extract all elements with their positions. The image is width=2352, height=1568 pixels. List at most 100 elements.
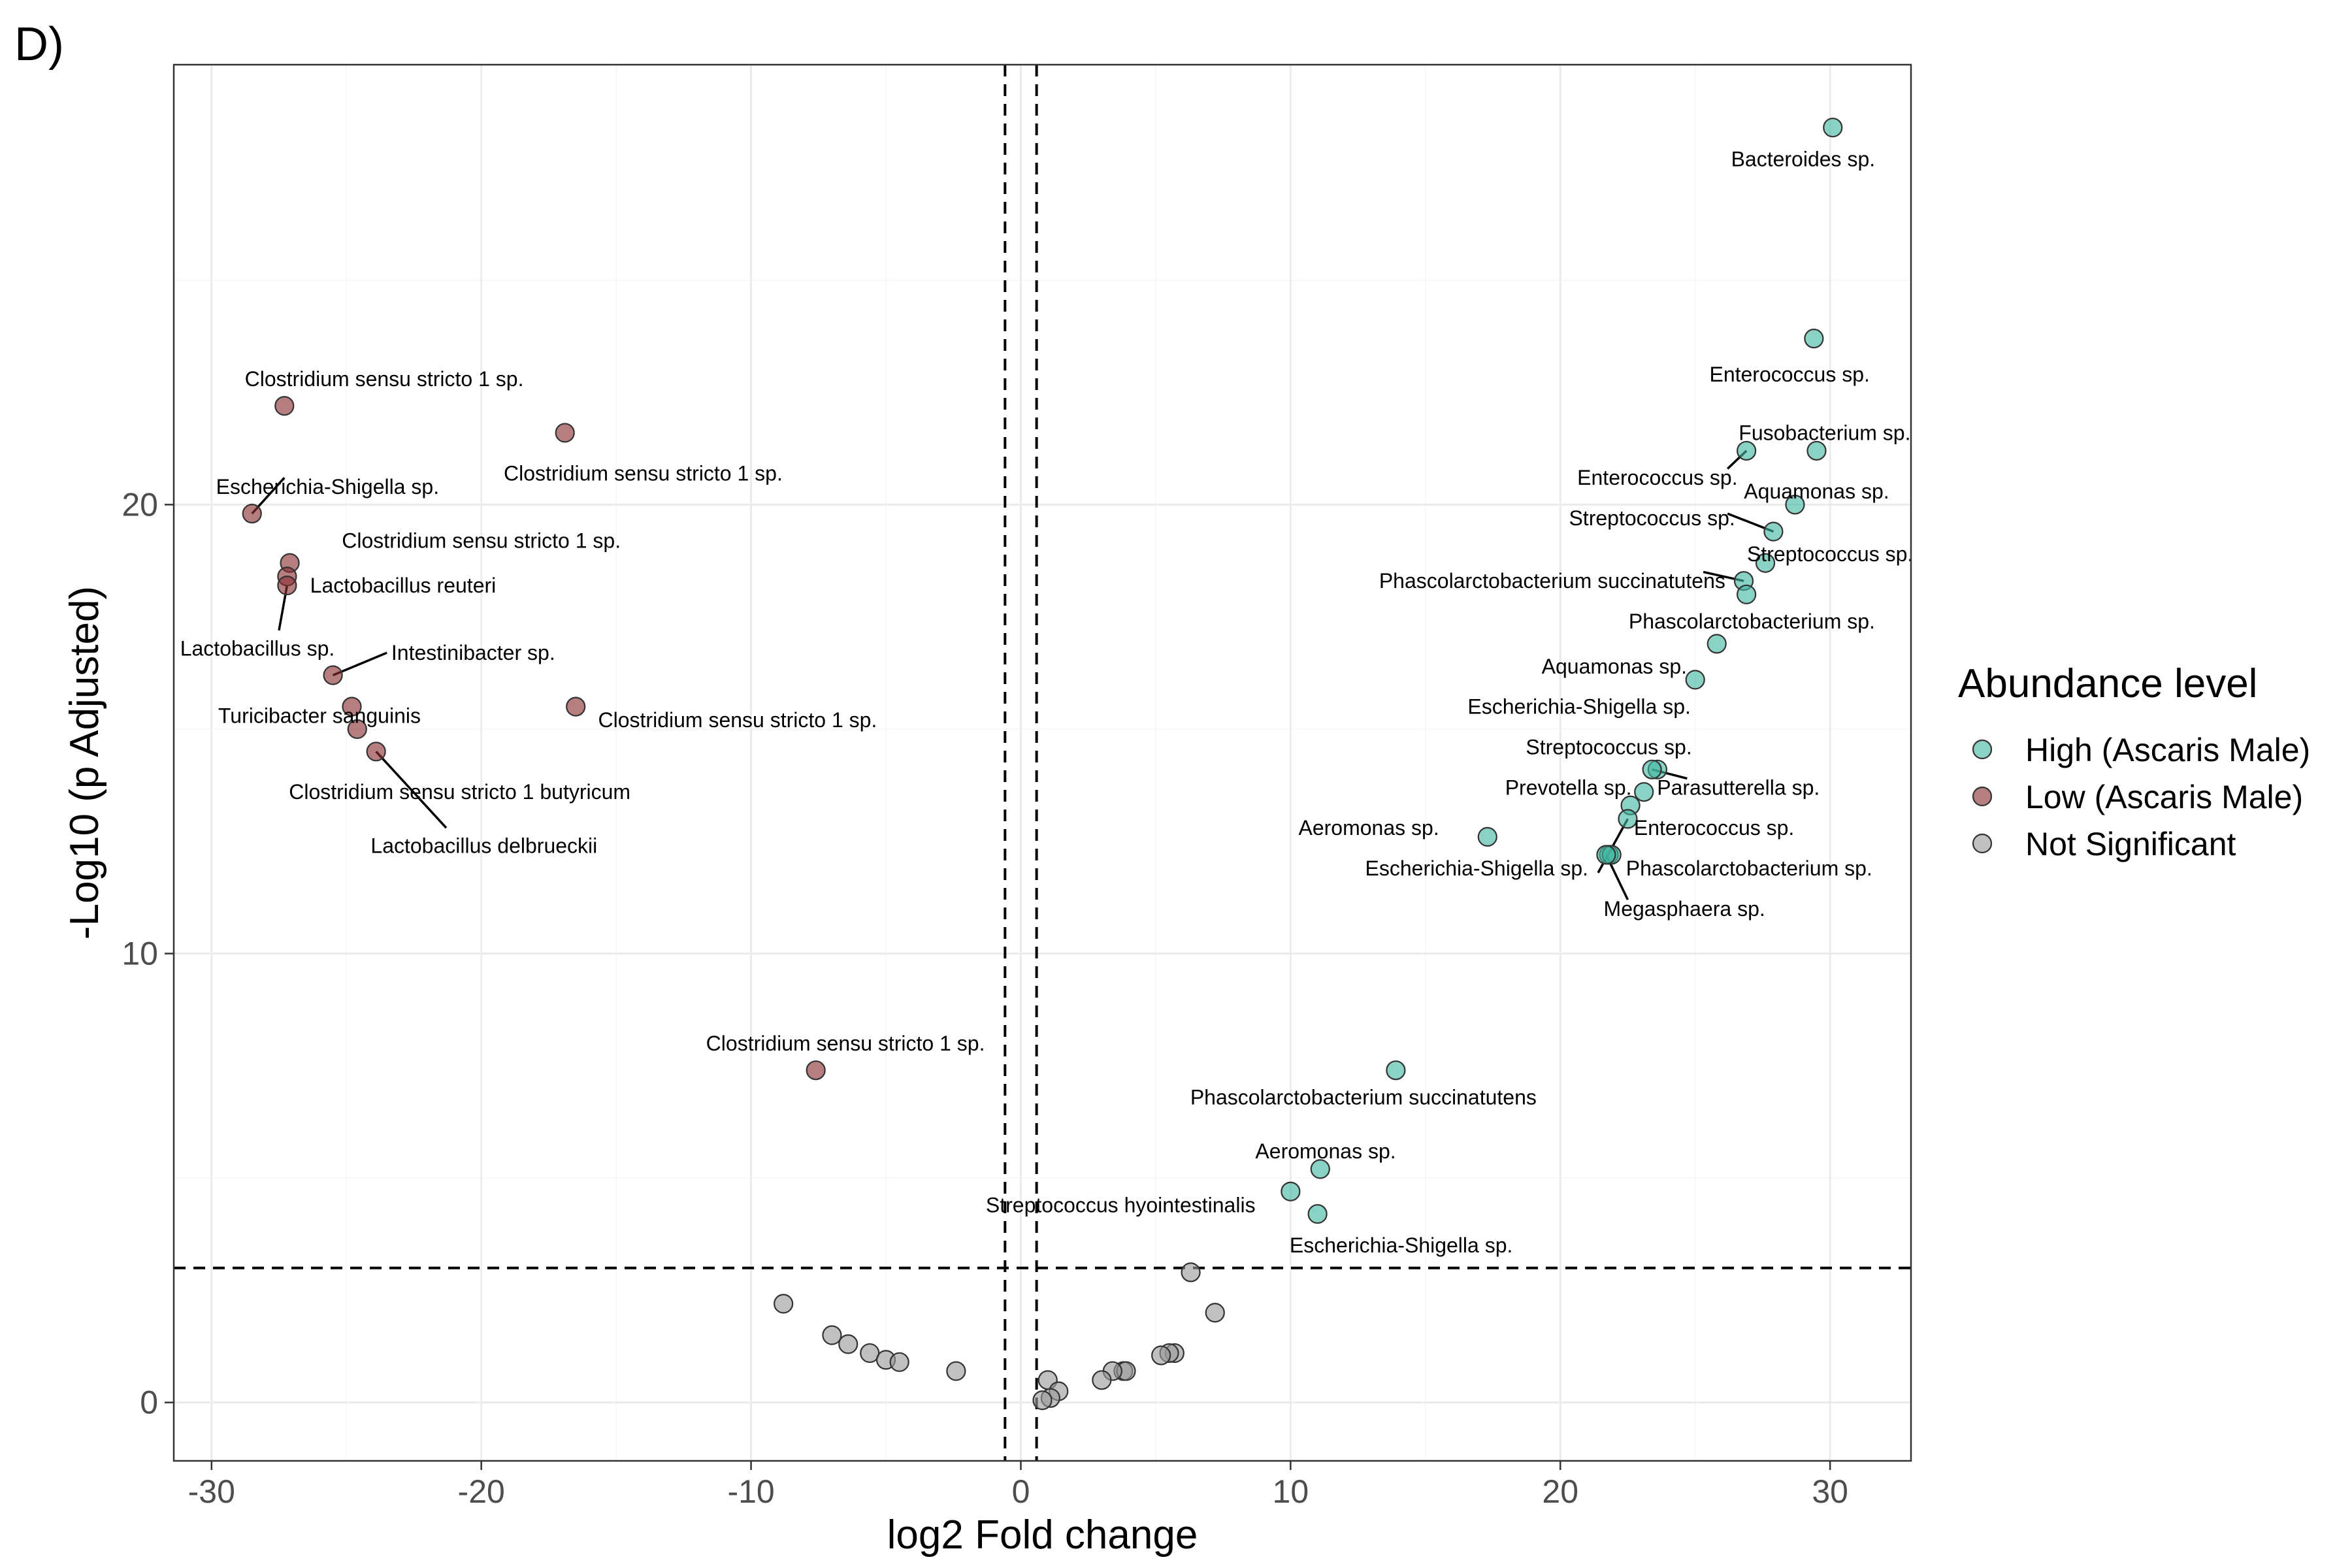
data-point <box>566 696 586 717</box>
y-axis-title: -Log10 (p Adjusted) <box>62 586 107 939</box>
y-tick-label: 10 <box>122 936 158 972</box>
y-tick-label: 0 <box>140 1384 158 1421</box>
point-label: Intestinibacter sp. <box>391 641 555 664</box>
point-label: Escherichia-Shigella sp. <box>216 475 440 498</box>
data-point <box>774 1294 794 1314</box>
data-point <box>347 719 367 740</box>
point-label: Phascolarctobacterium sp. <box>1629 610 1875 633</box>
point-label: Aeromonas sp. <box>1298 816 1439 840</box>
data-point <box>555 423 575 443</box>
data-point <box>1386 1060 1406 1081</box>
data-point <box>274 396 295 416</box>
point-label: Enterococcus sp. <box>1634 816 1794 840</box>
point-label: Lactobacillus sp. <box>180 636 335 660</box>
data-point <box>1806 440 1827 461</box>
data-point <box>1737 440 1757 461</box>
legend-entry-label: High (Ascaris Male) <box>2025 732 2310 768</box>
data-point <box>1823 118 1843 138</box>
legend-key <box>1972 786 1993 807</box>
data-point <box>822 1325 842 1345</box>
legend: Abundance level High (Ascaris Male) Low (… <box>1958 661 2310 862</box>
point-label: Aquamonas sp. <box>1744 480 1889 503</box>
point-label: Fusobacterium sp. <box>1739 421 1910 444</box>
point-label: Streptococcus sp. <box>1569 506 1735 530</box>
point-label: Streptococcus sp. <box>1747 542 1913 566</box>
data-point <box>1205 1303 1225 1323</box>
legend-entry-label: Low (Ascaris Male) <box>2025 779 2303 815</box>
data-point <box>1092 1370 1112 1390</box>
data-point <box>1785 495 1805 515</box>
x-tick-label: -10 <box>727 1473 774 1510</box>
point-label: Streptococcus hyointestinalis <box>986 1193 1256 1217</box>
panel-label: D) <box>14 18 64 71</box>
data-point <box>1477 826 1497 847</box>
data-point <box>1596 845 1616 865</box>
point-label: Parasutterella sp. <box>1657 776 1820 799</box>
data-point <box>838 1334 858 1354</box>
legend-key <box>1972 833 1993 854</box>
axes: -30 -20 -10 0 10 20 30 0 10 20 <box>122 486 1848 1510</box>
data-point <box>1804 329 1824 349</box>
data-point <box>1755 553 1776 573</box>
x-tick-label: 10 <box>1273 1473 1309 1510</box>
point-label: Phascolarctobacterium succinatutens <box>1190 1085 1537 1109</box>
data-point <box>242 504 262 524</box>
point-label: Escherichia-Shigella sp. <box>1290 1233 1513 1257</box>
point-label: Aquamonas sp. <box>1542 655 1687 678</box>
point-label: Streptococcus sp. <box>1526 735 1691 759</box>
point-label: Prevotella sp. <box>1505 776 1632 799</box>
data-point <box>946 1361 966 1381</box>
x-axis-title: log2 Fold change <box>887 1512 1198 1558</box>
x-tick-label: 20 <box>1542 1473 1578 1510</box>
point-label: Clostridium sensu stricto 1 sp. <box>706 1032 985 1055</box>
point-labels: Bacteroides sp.Enterococcus sp.Fusobacte… <box>180 147 1914 1257</box>
data-point <box>889 1352 909 1372</box>
data-point <box>1281 1181 1301 1201</box>
point-label: Enterococcus sp. <box>1577 466 1737 489</box>
x-tick-label: -20 <box>458 1473 505 1510</box>
data-point <box>366 742 386 762</box>
point-label: Phascolarctobacterium sp. <box>1626 857 1872 880</box>
x-tick-label: -30 <box>188 1473 235 1510</box>
legend-title: Abundance level <box>1958 661 2257 706</box>
point-label: Clostridium sensu stricto 1 sp. <box>245 367 524 391</box>
point-label: Clostridium sensu stricto 1 butyricum <box>289 780 630 804</box>
point-label: Escherichia-Shigella sp. <box>1365 857 1589 880</box>
threshold-lines <box>174 65 1911 1461</box>
point-label: Lactobacillus reuteri <box>310 574 497 597</box>
data-point <box>277 575 297 596</box>
data-point <box>1763 521 1784 542</box>
data-point <box>342 696 362 717</box>
label-leader-line <box>375 751 448 829</box>
data-point <box>1642 759 1662 779</box>
plot-panel-border <box>172 63 1912 1462</box>
point-label: Clostridium sensu stricto 1 sp. <box>598 708 877 732</box>
point-label: Clostridium sensu stricto 1 sp. <box>504 461 783 485</box>
point-label: Phascolarctobacterium succinatutens <box>1379 569 1725 593</box>
legend-key <box>1972 739 1993 760</box>
point-label: Clostridium sensu stricto 1 sp. <box>342 529 621 552</box>
data-point <box>1151 1345 1171 1365</box>
data-points <box>242 118 1843 1411</box>
point-label: Turicibacter sanguinis <box>218 704 421 727</box>
point-label: Enterococcus sp. <box>1709 363 1869 386</box>
point-label: Megasphaera sp. <box>1604 897 1765 921</box>
data-point <box>1634 782 1654 802</box>
data-point <box>1618 809 1638 829</box>
y-tick-label: 20 <box>122 486 158 523</box>
x-tick-label: 0 <box>1012 1473 1030 1510</box>
data-point <box>1685 670 1705 690</box>
data-point <box>1310 1159 1330 1179</box>
x-tick-label: 30 <box>1812 1473 1848 1510</box>
point-label: Lactobacillus delbrueckii <box>370 834 597 858</box>
point-label: Aeromonas sp. <box>1255 1139 1396 1163</box>
data-point <box>1181 1262 1201 1282</box>
data-point <box>1032 1390 1053 1411</box>
point-label: Bacteroides sp. <box>1731 147 1876 171</box>
data-point <box>806 1060 826 1081</box>
data-point <box>323 665 343 685</box>
point-label: Escherichia-Shigella sp. <box>1467 695 1691 719</box>
data-point <box>1707 634 1727 654</box>
legend-entry-label: Not Significant <box>2025 826 2236 862</box>
